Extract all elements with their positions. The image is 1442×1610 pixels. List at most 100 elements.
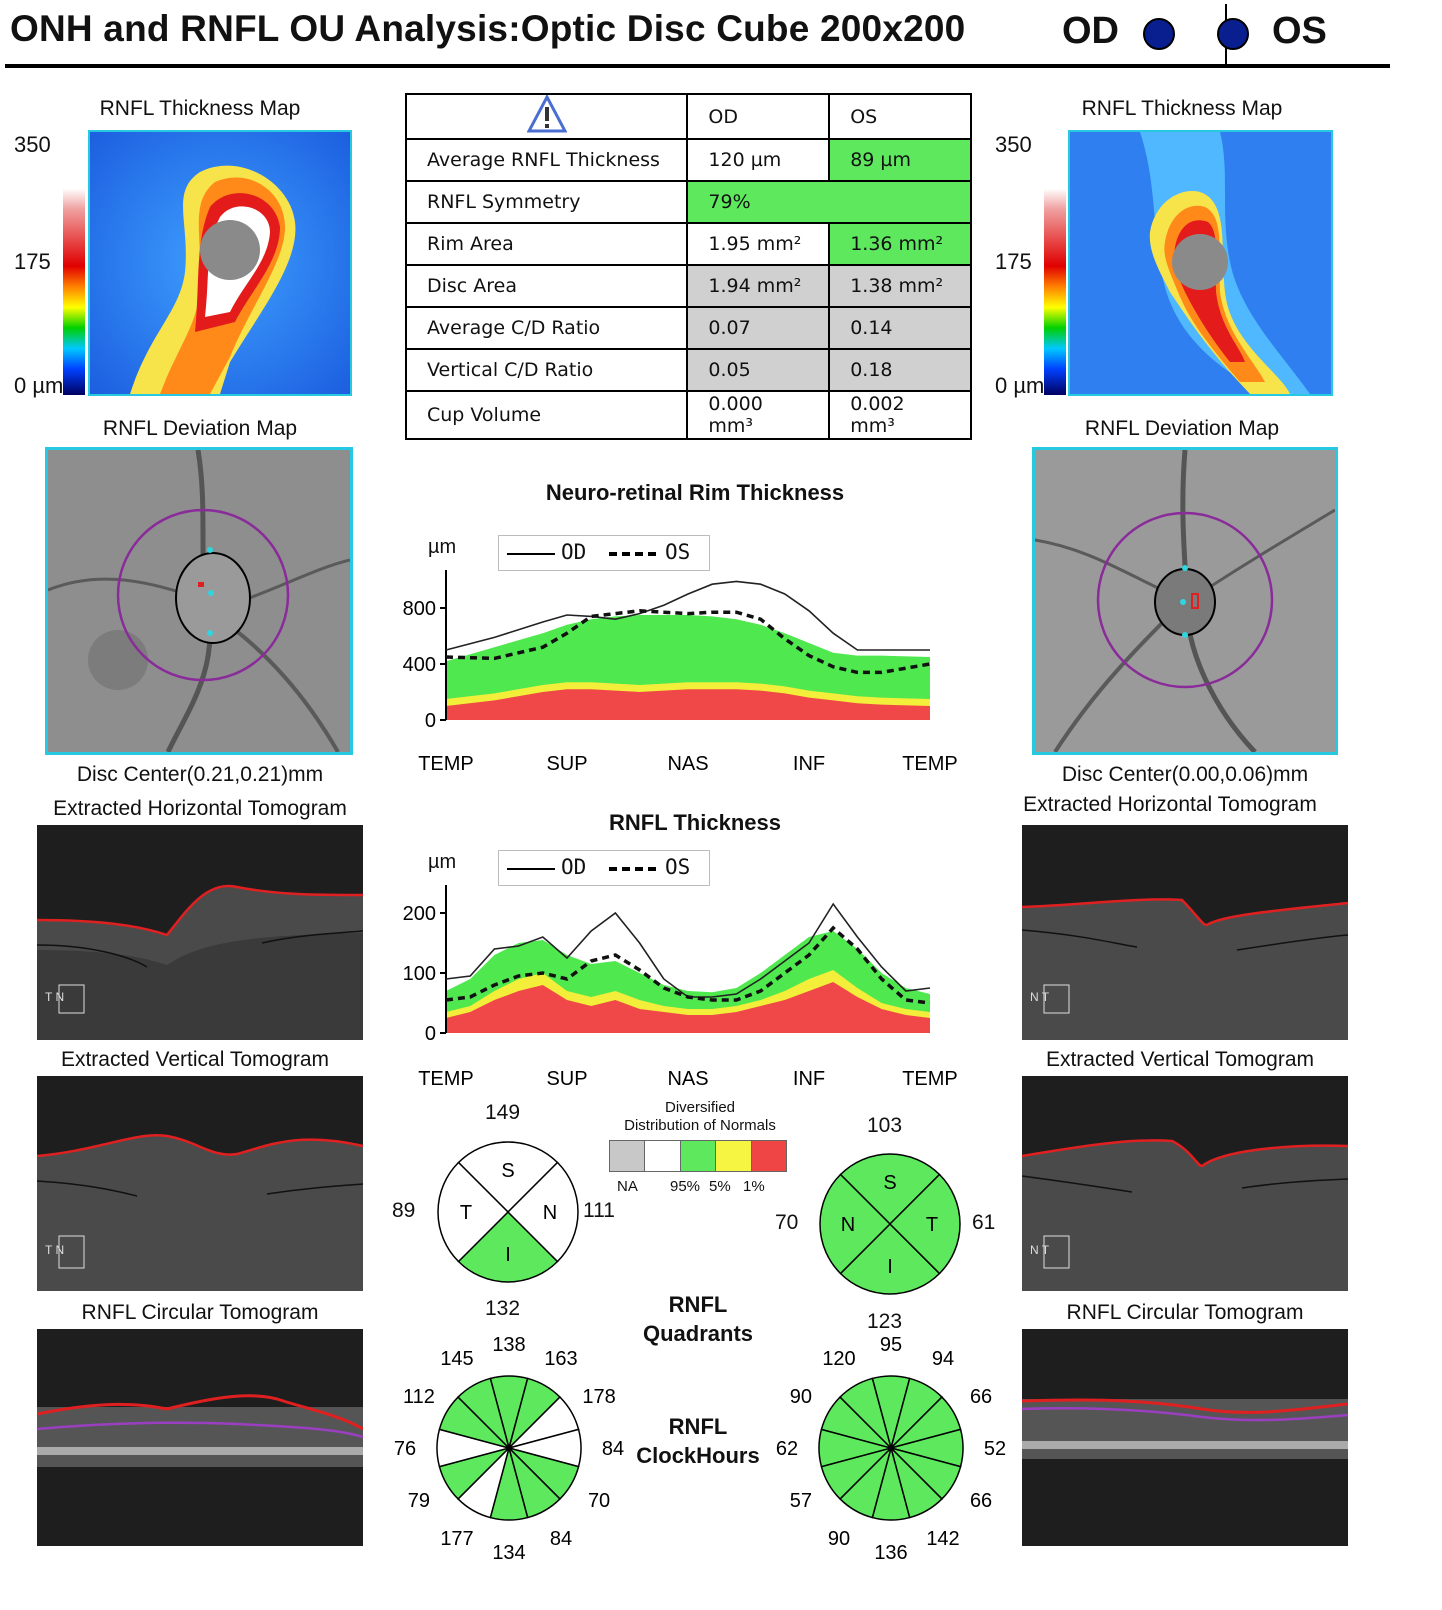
y-tick-label: 0: [425, 1023, 436, 1045]
rim-chart-legend: OD OS: [498, 535, 710, 571]
os-circular-tomogram-title: RNFL Circular Tomogram: [1066, 1301, 1304, 1324]
disc-area-od: 1.94 mm²: [686, 264, 831, 308]
os-vertical-orientation: N T: [1030, 1243, 1050, 1257]
os-horizontal-tomogram-title: Extracted Horizontal Tomogram: [1023, 793, 1317, 816]
clockhour-value: 94: [932, 1348, 954, 1370]
legend-swatch: [751, 1141, 787, 1171]
avg-cd-od: 0.07: [686, 306, 831, 350]
series-od: [445, 580, 930, 651]
clockhour-value: 178: [582, 1386, 615, 1408]
rnfl-chart-unit: µm: [428, 851, 457, 873]
rnfl-thickness-chart: 0 100 200 TEMP SUP NAS INF TEMP: [403, 885, 958, 1090]
clockhour-value: 95: [880, 1334, 902, 1356]
clockhour-value: 145: [440, 1348, 473, 1370]
clock-center-dot: [506, 1445, 512, 1451]
legend-title-line2: Distribution of Normals: [624, 1117, 776, 1134]
clock-center-dot: [888, 1445, 894, 1451]
os-horizontal-orientation: N T: [1030, 990, 1050, 1004]
quadrant-letter-t: T: [460, 1202, 472, 1224]
clockhour-value: 84: [602, 1438, 624, 1460]
clockhour-value: 57: [790, 1490, 812, 1512]
od-rnfl-quadrants: S I N T: [437, 1141, 579, 1283]
quadrant-sector-i: [839, 1222, 941, 1295]
od-rnfl-thickness-map: [88, 130, 352, 396]
os-rnfl-clockhours: 95 94 66 52 66 142 136 90 57 62 90 120: [776, 1334, 1006, 1564]
legend-label-1: 1%: [743, 1178, 765, 1195]
x-tick-label: TEMP: [418, 753, 474, 775]
vert-cd-od: 0.05: [686, 348, 831, 392]
clockhours-label-line1: RNFL: [668, 1414, 728, 1439]
quadrant-letter-s: S: [501, 1160, 514, 1182]
rim-area-od: 1.95 mm²: [686, 222, 831, 266]
legend-title-line1: Diversified: [664, 1099, 736, 1116]
od-vertical-orientation: T N: [45, 1243, 65, 1257]
od-horizontal-tomogram-title: Extracted Horizontal Tomogram: [53, 797, 347, 820]
clockhour-value: 112: [403, 1386, 435, 1408]
row-label-symmetry: RNFL Symmetry: [404, 180, 689, 224]
od-label: OD: [1062, 10, 1119, 52]
rim-legend-od: OD: [561, 540, 587, 564]
os-disc-center: Disc Center(0.00,0.06)mm: [1061, 763, 1309, 786]
disc-area-os: 1.38 mm²: [828, 264, 972, 308]
normative-legend-swatches: [609, 1140, 787, 1172]
od-deviation-map-title: RNFL Deviation Map: [102, 417, 298, 440]
clockhour-value: 120: [822, 1348, 855, 1370]
rim-area-os: 1.36 mm²: [828, 222, 972, 266]
rim-thickness-chart: 0 400 800 TEMP SUP NAS INF TEMP: [403, 570, 958, 775]
clockhour-value: 90: [828, 1528, 850, 1550]
od-circular-tomogram: [37, 1329, 363, 1546]
clockhour-value: 90: [790, 1386, 812, 1408]
x-tick-label: SUP: [546, 753, 587, 775]
od-rnfl-deviation-map: [45, 447, 353, 755]
os-scale-bottom: 0 µm: [995, 373, 1045, 398]
clockhours-label-line2: ClockHours: [636, 1443, 760, 1468]
avg-rnfl-os: 89 µm: [828, 138, 972, 182]
rnfl-legend-od: OD: [561, 855, 587, 879]
clockhour-value: 66: [970, 1386, 992, 1408]
cup-volume-od: 0.000 mm³: [686, 390, 831, 440]
x-tick-label: TEMP: [418, 1068, 474, 1090]
avg-cd-os: 0.14: [828, 306, 972, 350]
od-scale-bottom: 0 µm: [14, 373, 64, 398]
od-horizontal-orientation: T N: [45, 990, 65, 1004]
row-label-vert-cd: Vertical C/D Ratio: [404, 348, 689, 392]
quadrants-label-line2: Quadrants: [642, 1321, 754, 1346]
x-tick-label: INF: [793, 1068, 825, 1090]
row-label-disc-area: Disc Area: [404, 264, 689, 308]
clockhour-sector: [457, 1377, 511, 1451]
x-tick-label: NAS: [667, 1068, 708, 1090]
os-deviation-map-title: RNFL Deviation Map: [1084, 417, 1280, 440]
clockhour-value: 177: [440, 1528, 473, 1550]
od-thickness-map-title: RNFL Thickness Map: [99, 97, 301, 120]
y-tick-label: 400: [403, 654, 436, 676]
os-quadrant-s-value: 103: [867, 1114, 903, 1137]
od-eye-icon: [1143, 18, 1175, 50]
clockhour-value: 70: [588, 1490, 610, 1512]
od-quadrant-t-value: 89: [392, 1199, 416, 1222]
legend-label-na: NA: [617, 1178, 638, 1195]
od-quadrant-s-value: 149: [485, 1101, 521, 1124]
clockhour-value: 66: [970, 1490, 992, 1512]
cup-volume-os: 0.002 mm³: [828, 390, 972, 440]
clockhour-value: 84: [550, 1528, 572, 1550]
quadrant-sector-n: [506, 1161, 579, 1263]
quadrant-sector-s: [839, 1153, 941, 1226]
quadrant-letter-i: I: [887, 1256, 893, 1278]
os-quadrant-t-value: 61: [972, 1211, 996, 1234]
clockhour-value: 62: [776, 1438, 798, 1460]
od-disc-center: Disc Center(0.21,0.21)mm: [76, 763, 324, 786]
header-rule: [5, 64, 1390, 68]
row-label-avg-cd: Average C/D Ratio: [404, 306, 689, 350]
rnfl-chart-title: RNFL Thickness: [609, 810, 781, 835]
abnormal-band-red: [446, 689, 930, 720]
rnfl-symmetry-value: 79%: [686, 180, 972, 224]
quadrant-letter-i: I: [505, 1244, 511, 1266]
os-rnfl-deviation-map: [1032, 447, 1338, 755]
series-os: [445, 609, 931, 675]
rim-chart-unit: µm: [428, 536, 457, 558]
y-tick-label: 800: [403, 598, 436, 620]
normative-legend-title: Diversified Distribution of Normals: [600, 1099, 800, 1135]
od-circular-tomogram-title: RNFL Circular Tomogram: [81, 1301, 319, 1324]
x-tick-label: TEMP: [902, 1068, 958, 1090]
